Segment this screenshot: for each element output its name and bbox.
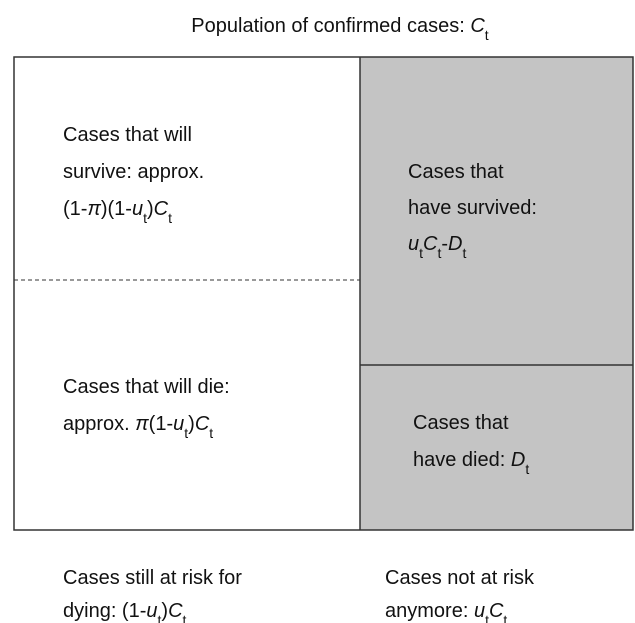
column-label: Cases still at risk for <box>63 567 242 589</box>
cell-text: approx. π(1-ut)Ct <box>63 413 213 441</box>
text-run: t <box>143 210 147 226</box>
text-run: t <box>168 210 172 226</box>
cell-text: have survived: <box>408 197 537 219</box>
text-run: t <box>525 461 529 477</box>
text-run: survive: approx. <box>63 161 204 183</box>
text-run: D <box>511 449 525 471</box>
text-run: t <box>209 425 213 441</box>
text-run: t <box>183 612 187 623</box>
text-run: π <box>87 198 101 220</box>
text-run: u <box>132 198 143 220</box>
cell-text: utCt-Dt <box>408 233 466 261</box>
text-run: u <box>173 413 184 435</box>
text-run: u <box>474 600 485 622</box>
text-run: Cases not at risk <box>385 567 535 589</box>
cell-text: Cases that <box>408 161 504 183</box>
text-run: Cases that <box>413 412 509 434</box>
text-run: approx. <box>63 413 135 435</box>
column-label: Cases not at risk <box>385 567 535 589</box>
text-run: Cases that <box>408 161 504 183</box>
column-label: anymore: utCt <box>385 600 507 623</box>
text-run: C <box>195 413 210 435</box>
text-run: t <box>158 612 162 623</box>
text-run: Cases still at risk for <box>63 567 242 589</box>
text-run: t <box>485 27 489 43</box>
cell-text: Cases that <box>413 412 509 434</box>
cell-text: (1-π)(1-ut)Ct <box>63 198 172 226</box>
column-label: dying: (1-ut)Ct <box>63 600 187 623</box>
text-run: have died: <box>413 449 511 471</box>
text-run: t <box>437 245 441 261</box>
text-run: Cases that will die: <box>63 376 230 398</box>
text-run: t <box>184 425 188 441</box>
cell-text: Cases that will die: <box>63 376 230 398</box>
text-run: D <box>448 233 462 255</box>
title: Population of confirmed cases: Ct <box>191 15 489 43</box>
text-run: C <box>470 15 485 37</box>
population-box <box>13 56 634 531</box>
text-run: - <box>441 233 448 255</box>
text-run: π <box>135 413 149 435</box>
text-run: t <box>419 245 423 261</box>
cell-text: survive: approx. <box>63 161 204 183</box>
text-run: C <box>489 600 504 622</box>
text-run: (1- <box>149 413 173 435</box>
text-run: )(1- <box>101 198 132 220</box>
text-run: Population of confirmed cases: <box>191 15 470 37</box>
text-run: have survived: <box>408 197 537 219</box>
text-run: ) <box>161 600 168 622</box>
text-run: u <box>146 600 157 622</box>
text-run: C <box>154 198 169 220</box>
text-run: t <box>462 245 466 261</box>
text-run: t <box>503 612 507 623</box>
text-run: t <box>485 612 489 623</box>
cell-text: Cases that will <box>63 124 192 146</box>
text-run: Cases that will <box>63 124 192 146</box>
risk-free-area <box>360 57 633 530</box>
cell-text: have died: Dt <box>413 449 529 477</box>
text-run: (1- <box>63 198 87 220</box>
text-run: C <box>423 233 438 255</box>
text-run: C <box>168 600 183 622</box>
text-run: ) <box>188 413 195 435</box>
text-run: anymore: <box>385 600 474 622</box>
text-run: u <box>408 233 419 255</box>
text-run: ) <box>147 198 154 220</box>
text-run: dying: (1- <box>63 600 146 622</box>
